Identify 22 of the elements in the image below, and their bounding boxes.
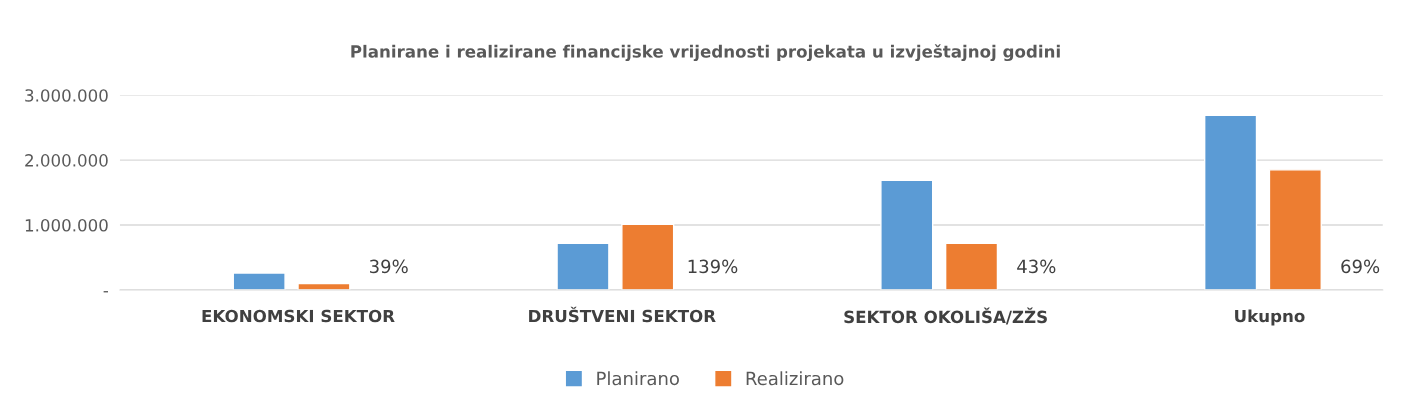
y-tick-label: 2.000.000: [25, 154, 108, 167]
annotation: 39%: [370, 259, 408, 274]
bar: [556, 242, 610, 290]
bar: [232, 272, 286, 290]
y-tick-label: 1.000.000: [25, 219, 108, 232]
x-tick-label: SEKTOR OKOLIŠA/ZŽS: [844, 307, 1047, 325]
annotation: 139%: [688, 259, 738, 274]
bar: [944, 242, 999, 290]
x-tick-label: Ukupno: [1235, 309, 1305, 326]
annotation: 69%: [1341, 259, 1380, 274]
x-tick-label: EKONOMSKI SEKTOR: [202, 309, 395, 323]
bar: [621, 223, 675, 290]
y-tick-label: -: [103, 291, 109, 293]
bar: [1203, 114, 1258, 290]
bar: [880, 179, 934, 290]
legend-label: Realizirano: [746, 371, 844, 386]
y-tick-label: 3.000.000: [25, 89, 108, 102]
x-tick-label: DRUŠTVENI SEKTOR: [529, 306, 716, 323]
legend-label: Planirano: [597, 371, 679, 386]
bar: [1268, 169, 1322, 290]
annotation: 43%: [1017, 259, 1056, 274]
chart-title: Planirane i realizirane financijske vrijednosti projekata u izvještajnoj godini: [351, 44, 1060, 62]
